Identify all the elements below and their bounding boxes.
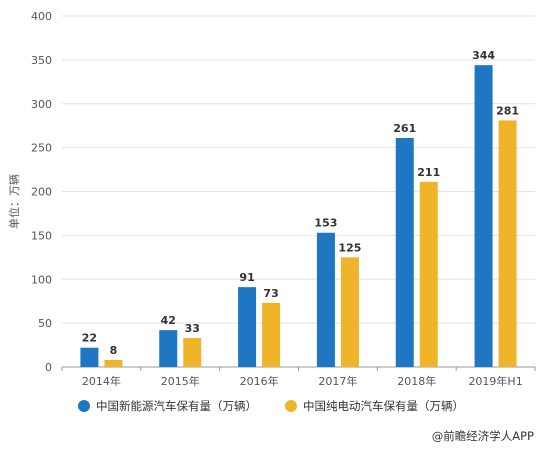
bar-bev	[498, 120, 517, 367]
y-axis-title: 单位：万辆	[7, 174, 21, 229]
x-tick-label: 2019年H1	[468, 374, 522, 388]
y-tick-label: 300	[31, 98, 52, 111]
y-tick-label: 150	[31, 229, 52, 242]
x-tick-label: 2015年	[161, 374, 200, 388]
bar-nev	[80, 347, 99, 367]
x-tick-label: 2014年	[82, 374, 121, 388]
source-credit: @前瞻经济学人APP	[431, 429, 534, 443]
legend-item-nev: 中国新能源汽车保有量（万辆）	[78, 398, 257, 414]
data-label-bev: 125	[338, 241, 361, 254]
bar-bev	[104, 359, 123, 367]
legend-swatch-bev	[285, 400, 297, 412]
bar-bev	[262, 302, 281, 367]
data-label-bev: 8	[110, 344, 118, 357]
bar-nev	[159, 330, 178, 367]
bar-bev	[183, 338, 202, 367]
data-label-bev: 73	[263, 287, 278, 300]
y-tick-label: 350	[31, 54, 52, 67]
bar-nev	[238, 287, 257, 367]
data-label-bev: 281	[496, 104, 519, 117]
data-label-nev: 42	[161, 314, 176, 327]
x-tick-label: 2017年	[318, 374, 357, 388]
legend-label-bev: 中国纯电动汽车保有量（万辆）	[303, 399, 464, 413]
data-label-nev: 91	[239, 271, 254, 284]
data-label-bev: 211	[417, 166, 440, 179]
y-tick-label: 100	[31, 273, 52, 286]
y-tick-label: 250	[31, 142, 52, 155]
bar-chart: 0 50 100 150 200 250 300 350 400 单位：万辆 2014年 22 8 201…	[7, 10, 536, 388]
x-tick-label: 2018年	[397, 374, 436, 388]
x-tick-label: 2016年	[240, 374, 279, 388]
bar-nev	[474, 65, 493, 367]
legend: 中国新能源汽车保有量（万辆） 中国纯电动汽车保有量（万辆）	[0, 398, 542, 414]
bar-bev	[340, 257, 359, 367]
data-label-nev: 153	[314, 217, 337, 230]
data-label-nev: 22	[82, 332, 97, 345]
bar-nev	[316, 232, 335, 367]
legend-label-nev: 中国新能源汽车保有量（万辆）	[96, 399, 257, 413]
y-tick-label: 0	[45, 361, 52, 374]
y-tick-label: 400	[31, 10, 52, 23]
data-label-bev: 33	[185, 322, 200, 335]
bar-nev	[395, 137, 414, 367]
data-label-nev: 261	[393, 122, 416, 135]
y-tick-label: 200	[31, 186, 52, 199]
data-label-nev: 344	[472, 49, 495, 62]
y-tick-label: 50	[38, 317, 52, 330]
legend-item-bev: 中国纯电动汽车保有量（万辆）	[285, 398, 464, 414]
bar-bev	[419, 181, 438, 367]
legend-swatch-nev	[78, 400, 90, 412]
